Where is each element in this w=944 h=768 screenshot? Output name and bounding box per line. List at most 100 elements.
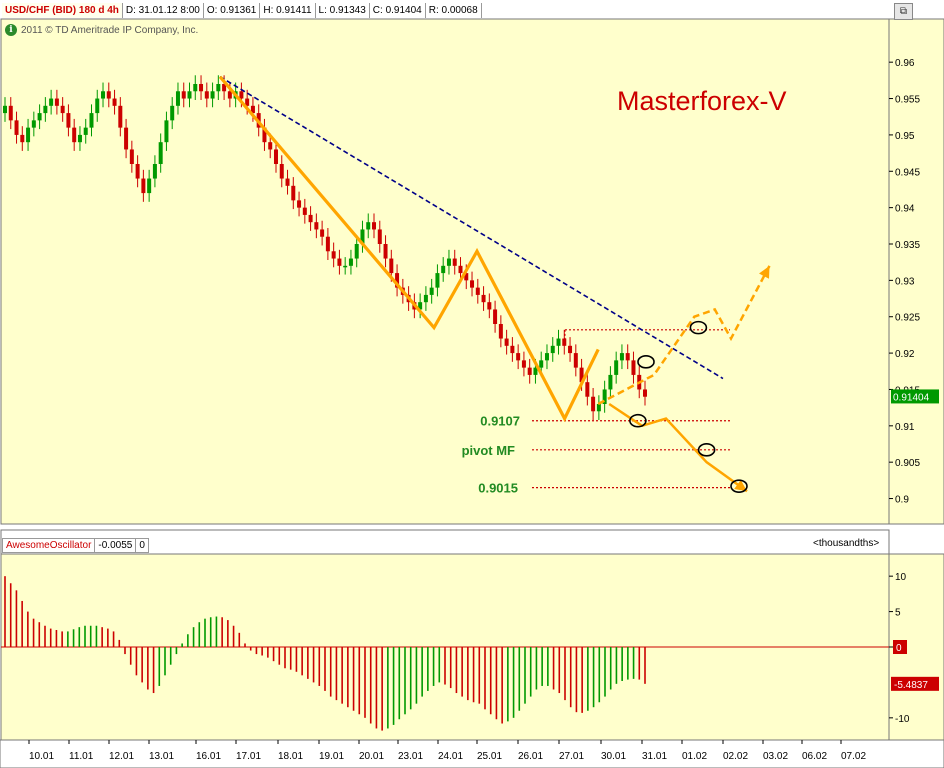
- close-label: C: 0.91404: [369, 2, 426, 18]
- oscillator-name[interactable]: AwesomeOscillator: [2, 538, 96, 553]
- time-tick-label: 27.01: [559, 751, 584, 762]
- candle-body: [8, 105, 13, 121]
- candle-body: [54, 98, 59, 106]
- candle-body: [118, 105, 123, 128]
- oscillator-zero-label: 0: [896, 643, 902, 654]
- candle-body: [521, 360, 526, 368]
- candle-body: [325, 236, 330, 252]
- candle-body: [383, 244, 388, 259]
- time-tick-label: 23.01: [398, 751, 423, 762]
- units-label: <thousandths>: [813, 538, 880, 549]
- time-tick-label: 12.01: [109, 751, 134, 762]
- candle-body: [268, 142, 273, 150]
- candle-body: [539, 360, 544, 368]
- candle-body: [395, 273, 400, 288]
- price-tick-label: 0.955: [895, 95, 920, 106]
- restore-icon[interactable]: ⧉: [894, 3, 913, 20]
- low-label: L: 0.91343: [315, 2, 370, 18]
- info-icon[interactable]: i: [5, 24, 17, 36]
- price-tick-label: 0.96: [895, 58, 915, 69]
- time-tick-label: 30.01: [601, 751, 626, 762]
- candle-body: [360, 229, 365, 244]
- candle-body: [112, 98, 117, 106]
- dashed-trendline: [219, 76, 724, 380]
- candle-body: [83, 127, 88, 135]
- candle-body: [135, 164, 140, 179]
- projection-up: [597, 265, 771, 406]
- candle-body: [366, 222, 371, 230]
- oscillator-tick-label: 10: [895, 572, 907, 583]
- candle-body: [43, 105, 48, 114]
- candle-body: [222, 84, 227, 92]
- candle-body: [544, 353, 549, 361]
- candle-body: [49, 98, 54, 106]
- candle-body: [389, 258, 394, 274]
- candle-body: [66, 113, 71, 128]
- candle-body: [199, 84, 204, 92]
- candle-body: [643, 389, 647, 397]
- projection-up-arrowhead: [759, 265, 770, 279]
- time-tick-label: 07.02: [841, 751, 866, 762]
- price-tick-label: 0.94: [895, 204, 915, 215]
- time-tick-label: 19.01: [319, 751, 344, 762]
- candle-body: [585, 382, 590, 397]
- oscillator-zero-box: [893, 640, 907, 654]
- time-tick-label: 02.02: [723, 751, 748, 762]
- pivot-circle-marker: [629, 413, 647, 428]
- brand-title: Masterforex-V: [617, 86, 787, 116]
- candle-body: [106, 91, 111, 99]
- range-label: R: 0.00068: [425, 2, 482, 18]
- candle-body: [77, 134, 82, 143]
- candle-body: [516, 353, 521, 361]
- candle-body: [527, 367, 532, 375]
- candle-body: [187, 91, 192, 99]
- candle-body: [423, 294, 428, 303]
- candle-body: [475, 287, 480, 295]
- time-tick-label: 26.01: [518, 751, 543, 762]
- candle-body: [377, 229, 382, 244]
- price-tick-label: 0.92: [895, 349, 915, 360]
- candle-body: [631, 360, 636, 375]
- time-tick-label: 25.01: [477, 751, 502, 762]
- candle-body: [556, 338, 561, 346]
- candle-body: [550, 345, 555, 354]
- candle-body: [26, 127, 31, 143]
- candle-body: [239, 91, 244, 99]
- candle-body: [614, 360, 619, 375]
- time-tick-label: 18.01: [278, 751, 303, 762]
- candle-body: [568, 345, 573, 354]
- candle-body: [141, 178, 146, 194]
- candle-body: [441, 265, 446, 274]
- oscillator-extra: 0: [136, 538, 149, 553]
- candle-body: [625, 353, 630, 361]
- candle-body: [481, 294, 486, 303]
- candle-body: [279, 164, 284, 179]
- last-price-box: [891, 389, 939, 404]
- candle-body: [458, 265, 463, 274]
- date-label: D: 31.01.12 8:00: [122, 2, 204, 18]
- time-tick-label: 16.01: [196, 751, 221, 762]
- candle-body: [37, 113, 42, 121]
- candle-body: [337, 258, 342, 266]
- candle-body: [320, 229, 325, 237]
- oscillator-header: AwesomeOscillator -0.0055 0: [2, 538, 149, 553]
- oscillator-last-label: -5.4837: [894, 680, 928, 691]
- candle-body: [31, 120, 36, 128]
- time-tick-label: 17.01: [236, 751, 261, 762]
- candle-body: [533, 367, 538, 375]
- candle-body: [273, 149, 278, 164]
- candle-body: [20, 134, 25, 143]
- candle-body: [429, 287, 434, 295]
- time-tick-label: 11.01: [69, 751, 94, 762]
- time-tick-label: 03.02: [763, 751, 788, 762]
- oscillator-value: -0.0055: [95, 538, 137, 553]
- price-tick-label: 0.93: [895, 276, 915, 287]
- candle-body: [498, 324, 503, 339]
- symbol-label[interactable]: USD/CHF (BID) 180 d 4h: [2, 2, 123, 18]
- pivot-circle-marker: [697, 443, 716, 457]
- copyright-text: 2011 © TD Ameritrade IP Company, Inc.: [21, 24, 199, 36]
- candle-body: [348, 258, 353, 266]
- candle-body: [573, 353, 578, 368]
